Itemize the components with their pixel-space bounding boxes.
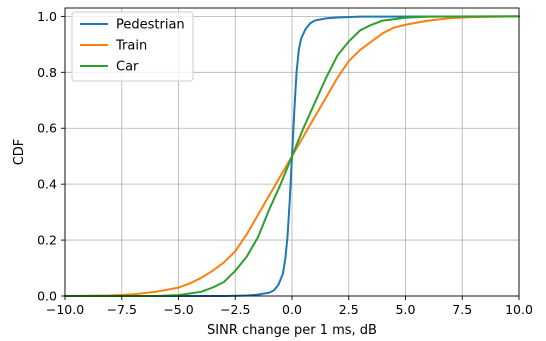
x-tick-label: 10.0 bbox=[505, 302, 533, 317]
y-tick-label: 0.4 bbox=[37, 177, 57, 192]
axis-ticks: −10.0 −7.5 −5.0 −2.5 0.0 2.5 5.0 7.5 10.0 0.0 0.2 0… bbox=[37, 9, 533, 317]
x-tick-label: 0.0 bbox=[282, 302, 302, 317]
legend-label-train: Train bbox=[115, 39, 147, 54]
x-axis-label: SINR change per 1 ms, dB bbox=[207, 323, 377, 338]
legend: Pedestrian Train Car bbox=[71, 11, 194, 82]
y-tick-label: 1.0 bbox=[37, 9, 57, 24]
legend-label-car: Car bbox=[116, 60, 139, 75]
y-tick-label: 0.0 bbox=[37, 289, 57, 304]
x-tick-label: 7.5 bbox=[452, 302, 472, 317]
legend-box bbox=[71, 11, 194, 82]
series-line-car bbox=[64, 15, 520, 297]
series-lines bbox=[64, 15, 520, 297]
x-tick-label: −2.5 bbox=[220, 302, 250, 317]
y-tick-label: 0.2 bbox=[37, 233, 57, 248]
y-axis-label: CDF bbox=[12, 139, 27, 166]
x-tick-label: −10.0 bbox=[46, 302, 84, 317]
y-tick-label: 0.6 bbox=[37, 121, 57, 136]
legend-label-pedestrian: Pedestrian bbox=[116, 18, 185, 33]
x-tick-label: −5.0 bbox=[163, 302, 193, 317]
x-tick-label: −7.5 bbox=[107, 302, 137, 317]
x-tick-label: 2.5 bbox=[339, 302, 359, 317]
x-tick-label: 5.0 bbox=[396, 302, 416, 317]
y-tick-label: 0.8 bbox=[37, 65, 57, 80]
